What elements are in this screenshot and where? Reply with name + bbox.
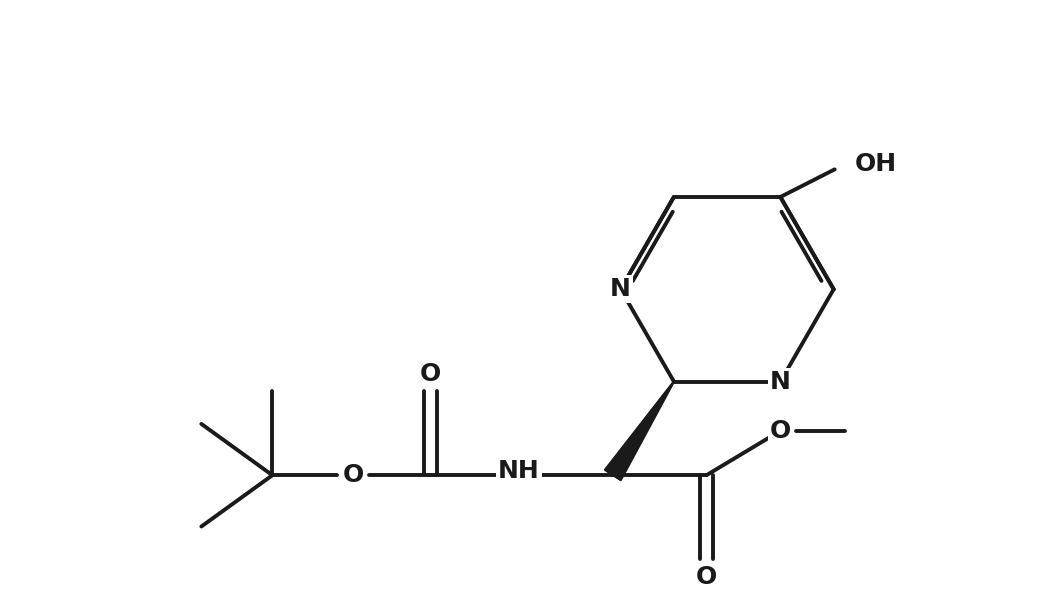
Text: NH: NH xyxy=(498,459,540,483)
Text: O: O xyxy=(419,362,441,386)
Text: OH: OH xyxy=(854,152,897,176)
Polygon shape xyxy=(604,381,675,481)
Text: O: O xyxy=(343,463,364,488)
Text: O: O xyxy=(695,565,717,589)
Text: N: N xyxy=(610,278,631,301)
Polygon shape xyxy=(605,381,674,480)
Text: N: N xyxy=(770,370,791,394)
Text: O: O xyxy=(770,419,791,443)
